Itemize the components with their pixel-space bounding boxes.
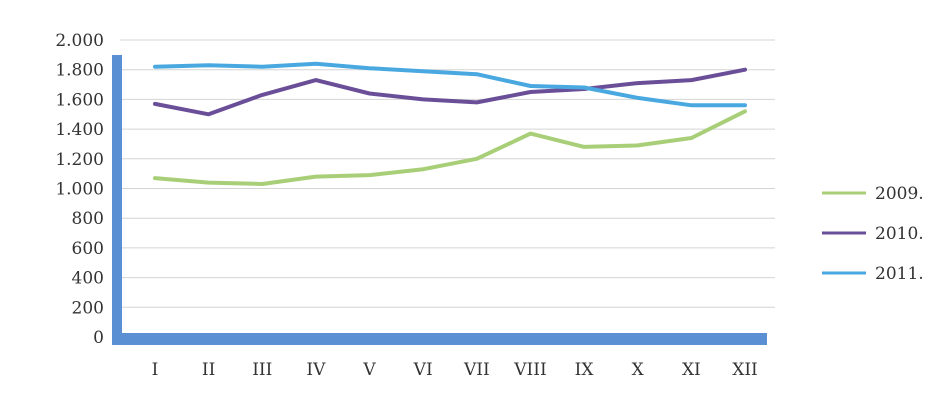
y-tick-label: 1.000 — [55, 180, 104, 200]
x-tick-label: XI — [682, 360, 701, 380]
x-tick-label: III — [252, 360, 272, 380]
legend-label: 2011. — [875, 264, 924, 284]
x-tick-label: VIII — [513, 360, 546, 380]
y-tick-label: 1.200 — [55, 150, 104, 170]
legend-label: 2010. — [875, 224, 924, 244]
x-axis-line — [112, 333, 767, 345]
y-tick-label: 600 — [72, 239, 104, 259]
x-tick-label: I — [152, 360, 159, 380]
series-line-2009 — [153, 109, 747, 186]
y-tick-label: 1.600 — [55, 90, 104, 110]
series-lines — [153, 61, 747, 186]
y-tick-label: 2.000 — [55, 31, 104, 51]
y-tick-label: 800 — [72, 209, 104, 229]
y-axis-line — [112, 55, 122, 345]
y-tick-label: 0 — [93, 328, 104, 348]
x-tick-label: IX — [575, 360, 595, 380]
gridlines — [120, 39, 775, 308]
x-tick-label: VI — [413, 360, 433, 380]
y-tick-label: 1.400 — [55, 120, 104, 140]
x-tick-label: VII — [463, 360, 490, 380]
x-tick-label: XII — [732, 360, 758, 380]
y-tick-label: 200 — [72, 298, 104, 318]
x-tick-label: V — [362, 360, 376, 380]
axes — [112, 55, 767, 345]
x-tick-label: II — [202, 360, 215, 380]
x-tick-label: IV — [306, 360, 326, 380]
y-tick-label: 1.800 — [55, 61, 104, 81]
y-axis-tick-labels: 0 200 400 600 800 1.000 1.200 1.400 1.600 1.800 2.… — [55, 31, 104, 348]
legend-label: 2009. — [875, 184, 924, 204]
y-tick-label: 400 — [72, 269, 104, 289]
x-axis-tick-labels: I II III IV V VI VII VIII IX X XI XII — [152, 360, 758, 380]
x-tick-label: X — [632, 360, 645, 380]
series-line-2011 — [153, 61, 747, 108]
legend: 2009. 2010. 2011. — [822, 184, 924, 284]
series-line-2010 — [153, 67, 747, 117]
